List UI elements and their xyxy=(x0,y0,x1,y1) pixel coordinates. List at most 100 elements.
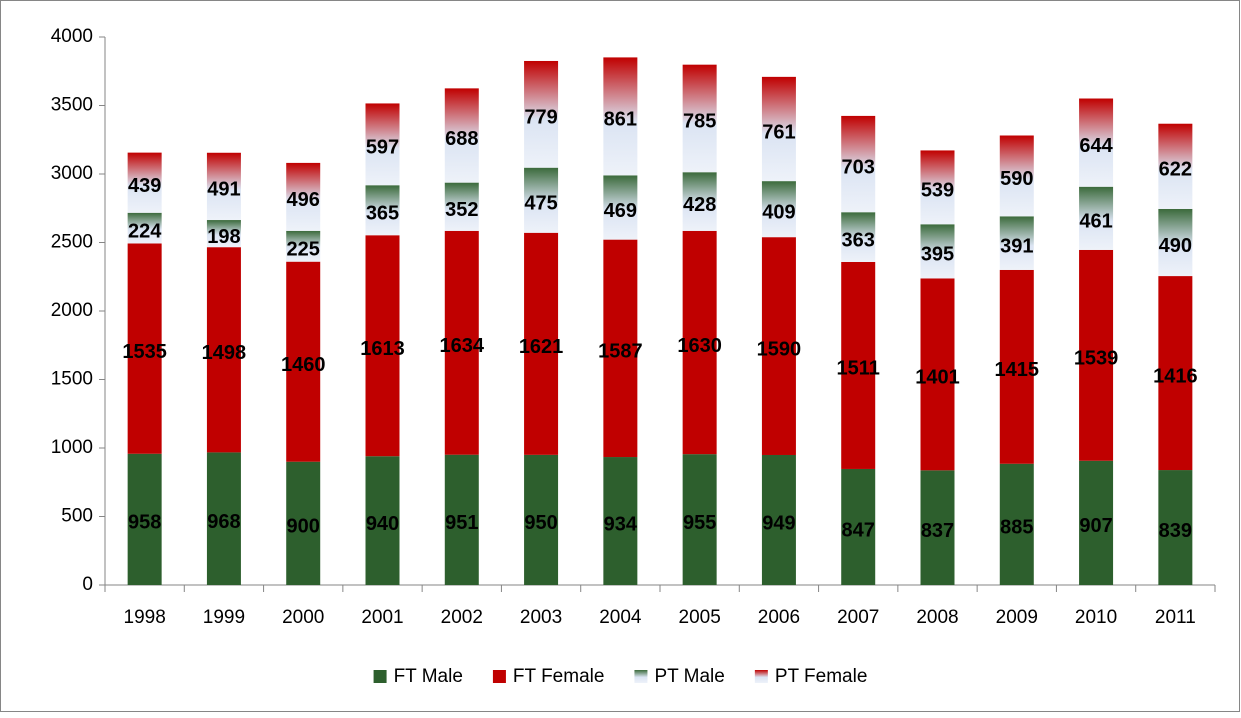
data-label: 968 xyxy=(207,511,240,533)
bar-segment xyxy=(841,115,876,213)
x-tick-label: 1998 xyxy=(124,607,166,628)
data-label: 539 xyxy=(921,180,954,202)
data-label: 940 xyxy=(366,513,399,535)
x-tick-label: 2011 xyxy=(1155,607,1196,628)
data-label: 907 xyxy=(1079,515,1112,537)
bar-segment xyxy=(127,212,162,244)
data-label: 885 xyxy=(1000,517,1033,539)
bar-segment xyxy=(365,456,400,585)
data-label: 1539 xyxy=(1074,348,1119,370)
bar-segment xyxy=(1079,460,1114,585)
data-label: 363 xyxy=(842,229,875,251)
data-label: 1613 xyxy=(360,338,405,360)
data-label: 469 xyxy=(604,200,637,222)
data-label: 622 xyxy=(1159,159,1192,181)
data-label: 461 xyxy=(1079,211,1112,233)
data-label: 1415 xyxy=(995,359,1040,381)
data-label: 352 xyxy=(445,199,478,221)
legend-swatch xyxy=(754,670,768,683)
x-tick-label: 2006 xyxy=(758,607,800,628)
data-label: 1634 xyxy=(440,335,485,357)
data-label: 847 xyxy=(842,519,875,541)
bar-segment xyxy=(286,162,321,231)
data-label: 490 xyxy=(1159,235,1192,257)
x-tick-label: 1999 xyxy=(203,607,245,628)
legend-label: PT Male xyxy=(654,666,724,687)
data-label: 475 xyxy=(524,193,557,215)
data-label: 409 xyxy=(762,201,795,223)
bar-segment xyxy=(444,230,479,455)
data-label: 837 xyxy=(921,520,954,542)
bar-segment xyxy=(286,230,321,262)
bar-segment xyxy=(761,237,796,455)
bar-segment xyxy=(127,453,162,585)
data-label: 439 xyxy=(128,175,161,197)
data-label: 900 xyxy=(287,516,320,538)
bar-segment xyxy=(1079,186,1114,250)
data-label: 861 xyxy=(604,109,637,131)
bar-segment xyxy=(444,454,479,585)
data-label: 934 xyxy=(604,513,638,535)
bar-segment xyxy=(761,76,796,182)
data-label: 779 xyxy=(524,107,557,129)
bar-segment xyxy=(841,468,876,585)
y-tick-label: 1000 xyxy=(51,437,93,458)
data-label: 949 xyxy=(762,512,795,534)
x-tick-label: 2007 xyxy=(837,607,879,628)
data-label: 1460 xyxy=(281,354,326,376)
bar-segment xyxy=(682,230,717,455)
data-label: 225 xyxy=(287,239,320,261)
data-label: 391 xyxy=(1000,235,1033,257)
data-label: 958 xyxy=(128,512,161,534)
data-label: 365 xyxy=(366,203,399,225)
bar-segment xyxy=(1158,208,1193,277)
x-tick-label: 2009 xyxy=(996,607,1038,628)
data-label: 428 xyxy=(683,194,716,216)
bar-segment xyxy=(524,60,559,168)
bar-segment xyxy=(682,454,717,585)
bar-segment xyxy=(286,461,321,585)
bar-segment xyxy=(1158,123,1193,209)
bar-segment xyxy=(1079,249,1114,461)
data-label: 1621 xyxy=(519,336,564,358)
bar-segment xyxy=(1079,98,1114,187)
data-label: 1498 xyxy=(202,342,247,364)
data-label: 491 xyxy=(207,179,240,201)
legend-label: FT Male xyxy=(394,666,463,687)
bar-segment xyxy=(206,220,241,248)
data-label: 644 xyxy=(1079,135,1113,157)
bar-segment xyxy=(999,135,1034,217)
data-label: 761 xyxy=(762,121,795,143)
data-label: 198 xyxy=(207,226,240,248)
legend-label: FT Female xyxy=(513,666,605,687)
bar-segment xyxy=(761,454,796,585)
x-tick-label: 2004 xyxy=(599,607,642,628)
data-label: 1511 xyxy=(837,358,880,380)
data-label: 1587 xyxy=(598,341,643,363)
y-tick-label: 2500 xyxy=(51,232,93,253)
bar-segment xyxy=(524,454,559,585)
bar-segment xyxy=(603,239,638,458)
legend-swatch xyxy=(634,670,648,683)
bar-segment xyxy=(999,463,1034,585)
data-label: 1630 xyxy=(677,335,722,357)
bar-segment xyxy=(682,172,717,231)
x-tick-label: 2008 xyxy=(916,607,958,628)
data-label: 703 xyxy=(842,156,875,178)
bar-segment xyxy=(682,64,717,173)
bar-segment xyxy=(524,167,559,233)
data-label: 950 xyxy=(524,512,557,534)
y-tick-label: 1500 xyxy=(51,369,93,390)
data-label: 951 xyxy=(445,512,478,534)
x-tick-label: 2003 xyxy=(520,607,562,628)
bar-segment xyxy=(603,57,638,176)
bar-segment xyxy=(286,261,321,462)
data-label: 1535 xyxy=(122,341,167,363)
bar-segment xyxy=(206,452,241,585)
data-label: 688 xyxy=(445,128,478,150)
legend-swatch xyxy=(492,670,506,683)
y-tick-label: 0 xyxy=(82,574,93,595)
data-label: 395 xyxy=(921,244,954,266)
bar-segment xyxy=(206,152,241,221)
